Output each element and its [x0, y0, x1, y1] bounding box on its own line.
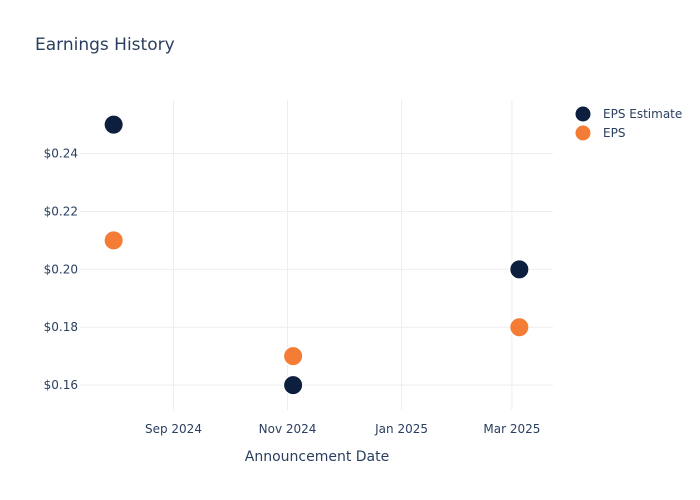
- legend-label: EPS: [603, 126, 625, 140]
- eps-point[interactable]: [103, 230, 124, 251]
- x-axis-ticks: Sep 2024 Nov 2024 Jan 2025 Mar 2025: [145, 422, 540, 436]
- legend-item-eps-estimate[interactable]: EPS Estimate: [574, 105, 682, 123]
- gridlines: [80, 100, 553, 410]
- x-tick-label: Sep 2024: [145, 422, 202, 436]
- eps-estimate-point[interactable]: [103, 114, 124, 135]
- y-tick-label: $0.20: [44, 262, 78, 276]
- x-tick-label: Jan 2025: [374, 422, 428, 436]
- y-tick-label: $0.24: [44, 147, 78, 161]
- eps-point[interactable]: [283, 346, 304, 367]
- chart-title: Earnings History: [35, 35, 175, 55]
- legend-label: EPS Estimate: [603, 107, 682, 121]
- y-tick-label: $0.18: [44, 320, 78, 334]
- x-axis-title: Announcement Date: [245, 449, 389, 465]
- data-points: [103, 114, 530, 396]
- legend-marker: [574, 124, 592, 142]
- legend-marker: [574, 105, 592, 123]
- legend[interactable]: EPS Estimate EPS: [574, 105, 682, 142]
- eps-point[interactable]: [509, 317, 530, 338]
- x-tick-label: Mar 2025: [483, 422, 540, 436]
- y-tick-label: $0.16: [44, 378, 78, 392]
- x-tick-label: Nov 2024: [259, 422, 317, 436]
- eps-estimate-point[interactable]: [283, 375, 304, 396]
- eps-estimate-point[interactable]: [509, 259, 530, 280]
- legend-item-eps[interactable]: EPS: [574, 124, 625, 142]
- y-tick-label: $0.22: [44, 204, 78, 218]
- y-axis-ticks: $0.16 $0.18 $0.20 $0.22 $0.24: [44, 147, 78, 393]
